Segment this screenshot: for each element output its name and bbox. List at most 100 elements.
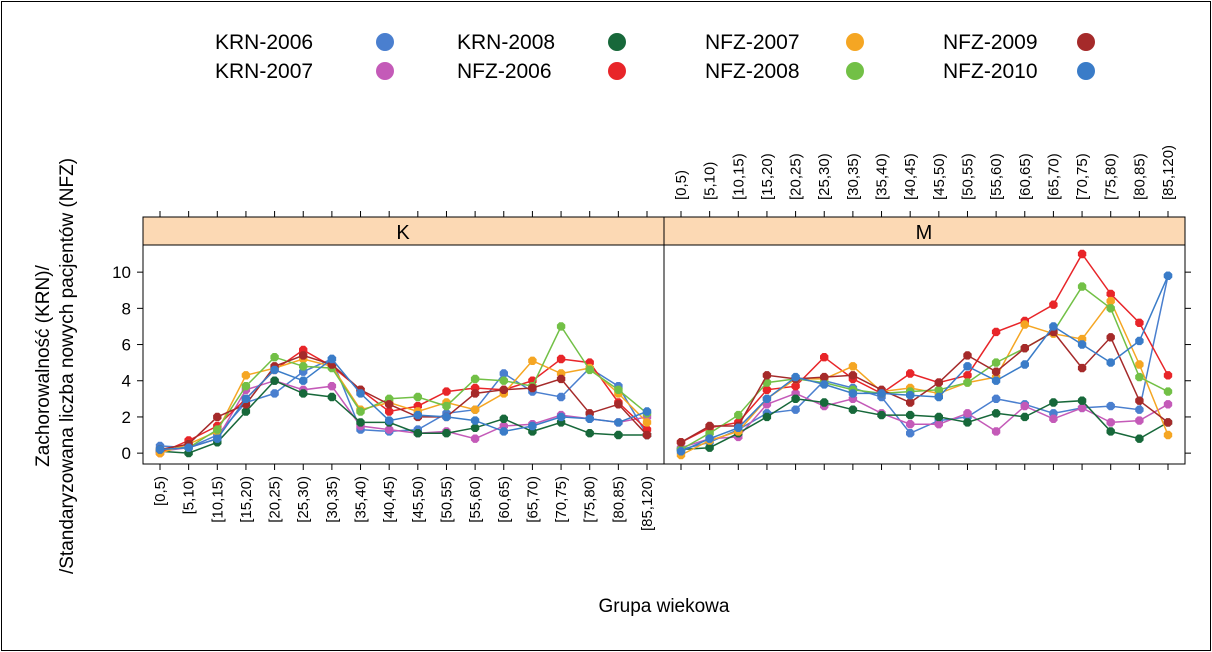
x-tick-label-k: [40,45) (381, 476, 398, 523)
x-tick-label-m: [30,35) (845, 153, 862, 200)
x-tick-label-k: [15,20) (238, 476, 255, 523)
data-point (848, 362, 858, 371)
data-point (1163, 418, 1173, 427)
data-point (934, 385, 943, 394)
series-line-K-NFZ-2010 (159, 357, 648, 451)
data-point (585, 414, 594, 423)
series-layer (155, 249, 1173, 460)
legend-marker (608, 33, 626, 51)
x-tick-label-m: [25,30) (816, 153, 833, 200)
x-tick-label-m: [35,40) (874, 153, 891, 200)
strip-k-label: K (396, 222, 410, 244)
data-point (385, 425, 394, 434)
legend-label: NFZ-2010 (943, 60, 1038, 83)
data-point (1077, 340, 1087, 349)
data-point (270, 376, 279, 385)
data-point (556, 412, 566, 422)
legend-label: NFZ-2008 (705, 60, 800, 83)
data-point (528, 421, 537, 431)
data-point (1049, 398, 1058, 407)
data-point (442, 387, 451, 396)
data-point (642, 407, 652, 416)
x-tick-label-k: [65,70) (524, 476, 541, 523)
data-point (877, 389, 886, 398)
x-tick-label-m: [50,55) (959, 153, 976, 200)
data-point (413, 410, 422, 420)
data-point (791, 382, 800, 391)
data-point (385, 400, 394, 409)
data-point (906, 369, 915, 378)
data-point (270, 353, 279, 362)
x-tick-label-m: [20,25) (788, 153, 805, 200)
data-point (213, 425, 222, 434)
data-point (820, 353, 829, 362)
data-point (963, 409, 972, 418)
data-point (241, 382, 251, 391)
data-point (906, 391, 915, 400)
data-point (963, 378, 972, 387)
data-point (528, 356, 537, 365)
data-point (1077, 249, 1087, 259)
data-point (241, 407, 251, 416)
y-tick-label: 0 (122, 444, 131, 463)
data-point (270, 389, 279, 398)
data-point (556, 354, 566, 364)
series-line-K-NFZ-2007 (159, 358, 648, 454)
x-tick-label-m: [60,65) (1017, 153, 1034, 200)
data-point (470, 434, 480, 443)
series-line-M-NFZ-2008 (680, 285, 1169, 451)
data-point (442, 412, 451, 422)
x-tick-label-m: [15,20) (759, 153, 776, 200)
y-tick-label: 10 (112, 263, 131, 282)
data-point (1163, 400, 1173, 409)
x-tick-label-m: [0,5) (673, 170, 690, 200)
legend-label: KRN-2008 (457, 31, 555, 54)
data-point (499, 414, 508, 423)
data-point (906, 398, 915, 407)
data-point (1077, 363, 1087, 373)
data-point (1049, 414, 1058, 423)
data-point (848, 389, 858, 398)
data-point (470, 416, 480, 425)
series-line-K-NFZ-2009 (159, 354, 648, 451)
data-point (213, 434, 222, 443)
data-point (1106, 296, 1115, 306)
strip-m-label: M (916, 222, 933, 244)
x-tick-label-k: [55,60) (467, 476, 484, 523)
y-axis-title-line2: /Standaryzowana liczba nowych pacjentów … (57, 158, 78, 574)
data-point (991, 367, 1001, 376)
data-point (1106, 418, 1115, 427)
data-point (1135, 405, 1144, 414)
legend-marker (608, 62, 626, 80)
y-tick-label: 2 (122, 408, 131, 427)
data-point (877, 410, 886, 420)
data-point (906, 410, 915, 420)
data-point (1049, 300, 1058, 309)
data-point (820, 398, 829, 407)
data-point (556, 392, 566, 402)
data-point (327, 382, 337, 391)
data-point (1135, 416, 1144, 425)
series-line-K-KRN-2006 (159, 358, 648, 449)
data-point (762, 394, 772, 403)
legend-label: NFZ-2009 (943, 31, 1038, 54)
data-point (470, 374, 480, 384)
x-tick-label-k: [25,30) (295, 476, 312, 523)
data-point (762, 371, 772, 380)
data-point (820, 372, 829, 382)
data-point (1020, 344, 1029, 353)
data-point (356, 418, 365, 427)
data-point (442, 429, 451, 438)
data-point (1163, 271, 1173, 280)
data-point (820, 380, 829, 389)
data-point (991, 427, 1001, 436)
data-point (934, 392, 943, 402)
x-tick-label-m: [80,85) (1131, 153, 1148, 200)
data-point (642, 418, 652, 427)
data-point (762, 412, 772, 422)
legend-marker (846, 33, 864, 51)
axes: 0 2 4 6 8 10 [0,5) [0,5) [5,10) [5,10) [10,15) [10,… (112, 145, 1191, 531)
data-point (1106, 401, 1115, 411)
data-point (1077, 396, 1087, 405)
